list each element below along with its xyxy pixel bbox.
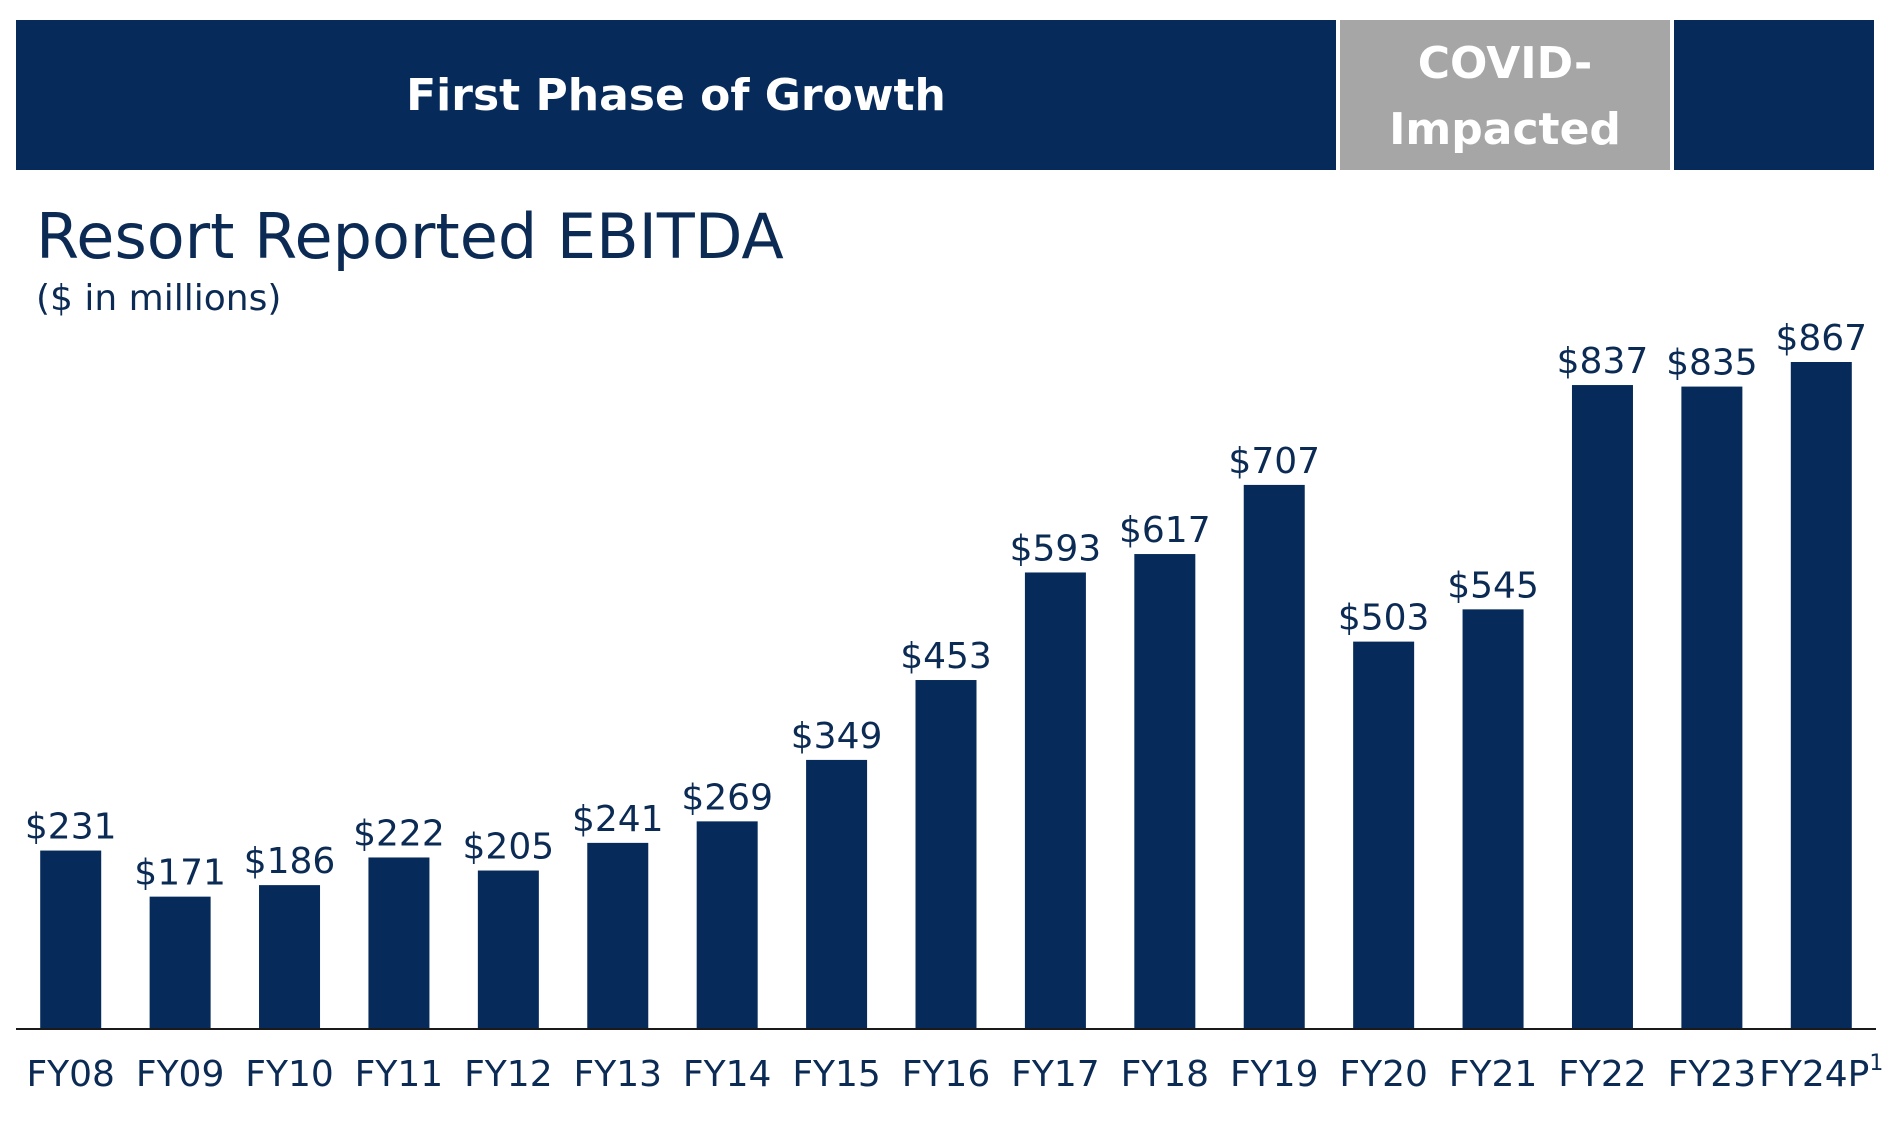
next-phase-banner (1674, 20, 1874, 170)
category-label-fy22: FY22 (1558, 1054, 1647, 1095)
bar-fy15 (806, 759, 868, 1028)
value-label-fy14: $269 (681, 777, 773, 818)
category-label-fy11: FY11 (355, 1054, 444, 1095)
chart-title: Resort Reported EBITDA (36, 200, 784, 273)
category-label-fy13: FY13 (574, 1054, 663, 1095)
category-label-fy17: FY17 (1011, 1054, 1100, 1095)
category-label-fy21: FY21 (1449, 1054, 1538, 1095)
value-label-fy19: $707 (1228, 441, 1320, 482)
bar-fy12 (477, 870, 539, 1028)
value-label-fy22: $837 (1557, 341, 1649, 382)
category-label-fy14: FY14 (683, 1054, 772, 1095)
bar-fy22 (1571, 385, 1633, 1028)
bar-fy16 (915, 680, 977, 1028)
bar-fy24p (1790, 362, 1852, 1028)
value-label-fy09: $171 (134, 853, 226, 894)
category-label-fy19: FY19 (1230, 1054, 1319, 1095)
bar-fy14 (696, 821, 758, 1028)
category-label-fy23: FY23 (1668, 1054, 1757, 1095)
value-label-fy15: $349 (791, 716, 883, 757)
covid-banner-label: COVID- Impacted (1389, 31, 1621, 163)
value-label-fy20: $503 (1338, 598, 1430, 639)
value-label-fy23: $835 (1666, 343, 1758, 384)
value-label-fy08: $231 (25, 807, 117, 848)
category-label-fy09: FY09 (136, 1054, 225, 1095)
bar-fy18 (1134, 554, 1196, 1028)
bar-fy21 (1462, 609, 1524, 1028)
bar-fy20 (1353, 641, 1415, 1028)
bar-fy23 (1681, 386, 1743, 1029)
value-label-fy16: $453 (900, 636, 992, 677)
category-label-fy15: FY15 (792, 1054, 881, 1095)
covid-banner-label-line1: COVID- (1417, 38, 1593, 89)
category-label-fy10: FY10 (245, 1054, 334, 1095)
first-phase-banner: First Phase of Growth (16, 20, 1336, 170)
category-labels-group: FY08 FY09 FY10 FY11 FY12 FY13 FY14 FY15 FY16 FY17… (26, 1051, 1883, 1095)
category-label-fy18: FY18 (1121, 1054, 1210, 1095)
first-phase-banner-label: First Phase of Growth (406, 69, 946, 121)
category-label-fy20: FY20 (1339, 1054, 1428, 1095)
bar-fy13 (587, 842, 649, 1028)
value-label-fy12: $205 (463, 827, 555, 868)
bar-fy10 (259, 885, 321, 1028)
category-label-fy24p: FY24P1 (1759, 1051, 1883, 1095)
covid-impacted-banner: COVID- Impacted (1340, 20, 1670, 170)
value-label-fy18: $617 (1119, 510, 1211, 551)
value-label-fy10: $186 (244, 841, 336, 882)
value-labels-group: $231 $171 $186 $222 $205 $241 $269 $349 $453 $593… (25, 318, 1867, 894)
bar-fy19 (1243, 484, 1305, 1028)
bars-group (40, 362, 1852, 1029)
footnote-marker: 1 (1869, 1051, 1883, 1076)
value-label-fy21: $545 (1447, 565, 1539, 606)
covid-banner-label-line2: Impacted (1389, 104, 1621, 155)
chart-subtitle: ($ in millions) (36, 278, 282, 319)
bar-fy08 (40, 850, 102, 1028)
bar-fy09 (149, 896, 211, 1028)
value-label-fy17: $593 (1010, 528, 1102, 569)
category-label-fy16: FY16 (902, 1054, 991, 1095)
bar-fy17 (1024, 572, 1086, 1028)
value-label-fy13: $241 (572, 799, 664, 840)
bar-fy11 (368, 857, 430, 1028)
category-label-fy12: FY12 (464, 1054, 553, 1095)
category-label-fy08: FY08 (26, 1054, 115, 1095)
value-label-fy11: $222 (353, 813, 445, 854)
value-label-fy24p: $867 (1775, 318, 1867, 359)
